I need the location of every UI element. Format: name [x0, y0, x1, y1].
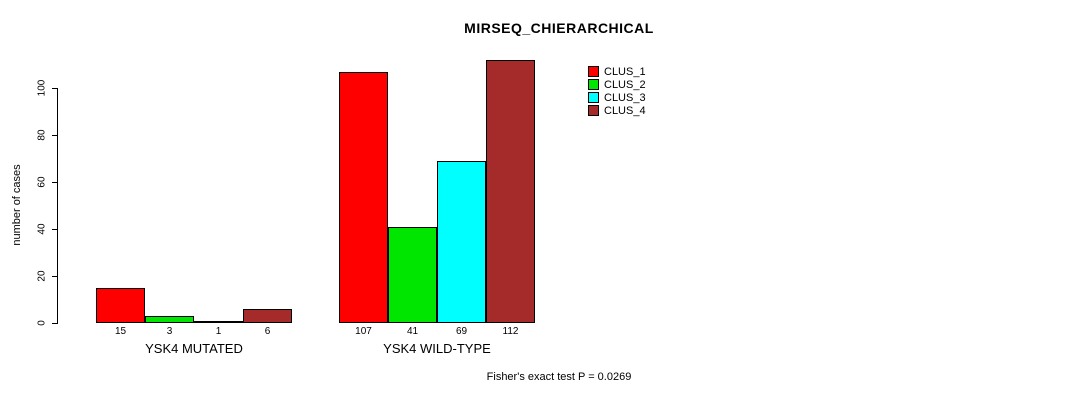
y-tick — [52, 88, 58, 89]
y-tick-label: 60 — [36, 176, 48, 188]
legend-label: CLUS_2 — [604, 78, 646, 91]
y-tick-label: 40 — [36, 223, 48, 235]
bar-value-label: 112 — [502, 326, 519, 337]
y-axis-label: number of cases — [11, 164, 23, 246]
bar-value-label: 6 — [264, 326, 271, 337]
legend-swatch-clus_1 — [588, 66, 599, 77]
legend-swatch-clus_2 — [588, 79, 599, 90]
bar-clus_4-1 — [243, 309, 292, 323]
y-tick-label: 20 — [36, 270, 48, 282]
legend-label: CLUS_4 — [604, 104, 646, 117]
y-tick-label: 0 — [36, 320, 48, 326]
y-tick — [52, 323, 58, 324]
y-tick-label: 80 — [36, 129, 48, 141]
fisher-test-annotation: Fisher's exact test P = 0.0269 — [486, 371, 632, 383]
chart-title: MIRSEQ_CHIERARCHICAL — [464, 20, 654, 36]
bar-value-label: 1 — [215, 326, 222, 337]
bar-clus_3-1 — [194, 321, 243, 323]
legend: CLUS_1 CLUS_2 CLUS_3 CLUS_4 — [588, 65, 646, 117]
y-tick — [52, 135, 58, 136]
bar-value-label: 41 — [406, 326, 419, 337]
bar-value-label: 69 — [455, 326, 468, 337]
legend-label: CLUS_3 — [604, 91, 646, 104]
legend-swatch-clus_4 — [588, 105, 599, 116]
bar-value-label: 3 — [166, 326, 173, 337]
legend-item-clus_1: CLUS_1 — [588, 65, 646, 78]
y-tick — [52, 276, 58, 277]
bar-clus_2-1 — [145, 316, 194, 323]
y-tick — [52, 182, 58, 183]
bar-clus_4-2 — [486, 60, 535, 323]
bar-value-label: 15 — [114, 326, 127, 337]
bar-clus_2-2 — [388, 227, 437, 323]
y-tick-label: 100 — [36, 79, 48, 97]
bar-clus_1-1 — [96, 288, 145, 323]
y-axis-line — [57, 88, 58, 324]
bar-value-label: 107 — [355, 326, 372, 337]
legend-swatch-clus_3 — [588, 92, 599, 103]
bar-clus_1-2 — [339, 72, 388, 323]
group-label: YSK4 WILD-TYPE — [383, 341, 491, 356]
legend-item-clus_4: CLUS_4 — [588, 104, 646, 117]
bar-clus_3-2 — [437, 161, 486, 323]
y-tick — [52, 229, 58, 230]
legend-label: CLUS_1 — [604, 65, 646, 78]
legend-item-clus_2: CLUS_2 — [588, 78, 646, 91]
legend-item-clus_3: CLUS_3 — [588, 91, 646, 104]
group-label: YSK4 MUTATED — [145, 341, 243, 356]
